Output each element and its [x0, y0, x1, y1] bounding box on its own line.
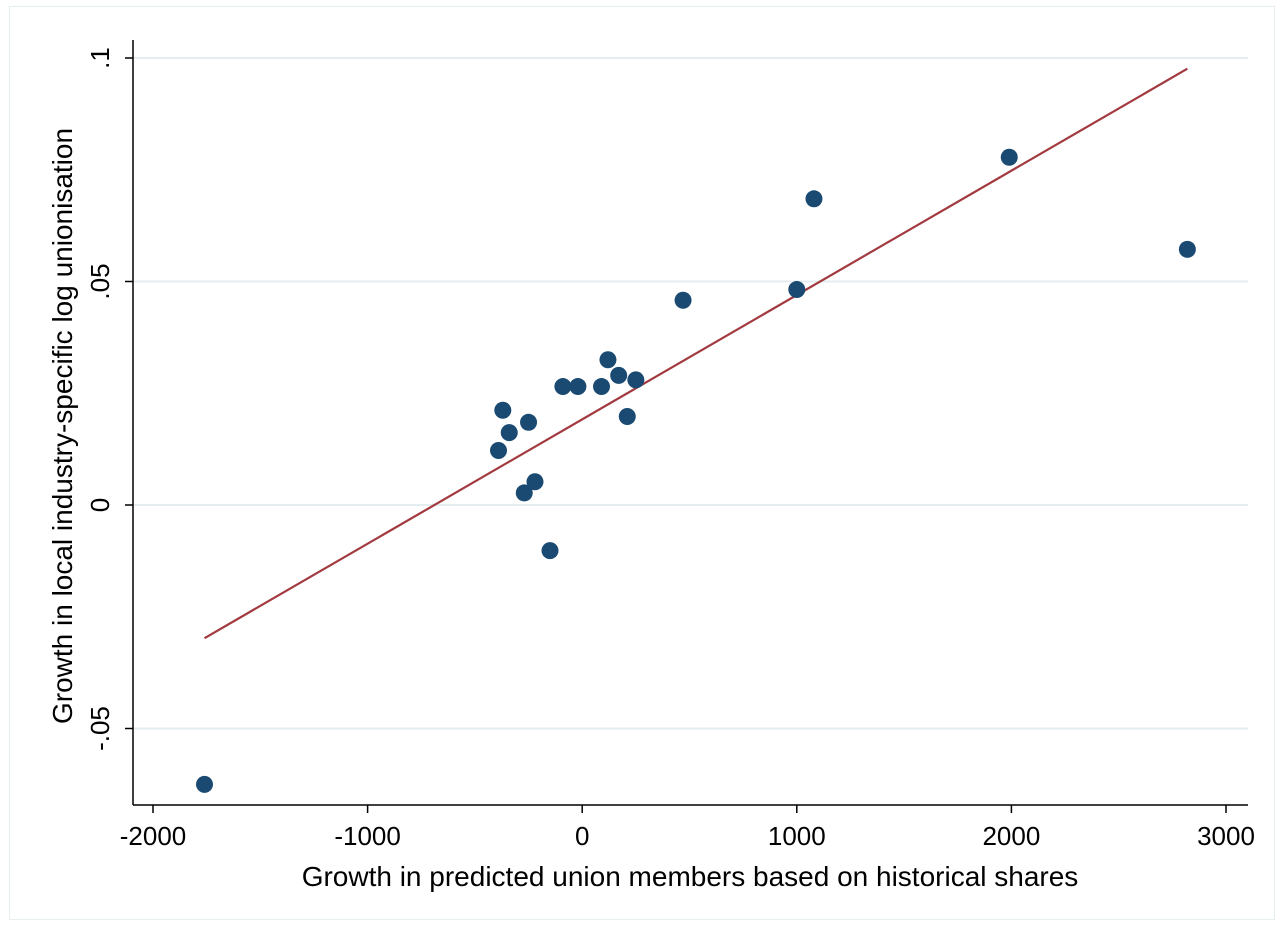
axes — [132, 40, 1248, 806]
y-tick-label: -.05 — [85, 706, 115, 751]
y-tick-label: .05 — [85, 263, 115, 299]
data-point — [1178, 240, 1196, 258]
points-layer — [196, 148, 1196, 793]
y-tick-label: 0 — [85, 498, 115, 512]
y-tick-label: .1 — [85, 47, 115, 69]
x-tick-label: -1000 — [334, 821, 401, 851]
x-tick-label: -2000 — [120, 821, 187, 851]
x-tick-label: 1000 — [768, 821, 826, 851]
data-point — [627, 371, 645, 389]
fit-line-layer — [203, 67, 1188, 640]
data-point — [196, 775, 214, 793]
grid-lines — [133, 57, 1248, 730]
data-point — [805, 190, 823, 208]
data-point — [520, 413, 538, 431]
axis-ticks: -.05 0 .05 .1 -2000 -1000 0 1000 2000 3000 — [85, 47, 1255, 851]
data-point — [593, 378, 611, 396]
fitted-line — [203, 67, 1188, 640]
data-point — [500, 424, 518, 442]
data-point — [618, 407, 636, 425]
data-point — [788, 281, 806, 299]
data-point — [1000, 148, 1018, 166]
data-point — [541, 542, 559, 560]
data-point — [569, 378, 587, 396]
y-axis-title: Growth in local industry-specific log un… — [47, 128, 78, 724]
data-point — [490, 441, 508, 459]
x-tick-label: 0 — [575, 821, 589, 851]
x-tick-label: 2000 — [982, 821, 1040, 851]
chart-frame — [9, 6, 1275, 920]
data-point — [526, 473, 544, 491]
x-axis-title: Growth in predicted union members based … — [302, 861, 1079, 892]
data-point — [515, 484, 533, 502]
x-tick-label: 3000 — [1197, 821, 1255, 851]
data-point — [599, 351, 617, 369]
data-point — [674, 291, 692, 309]
data-point — [494, 401, 512, 419]
data-point — [554, 378, 572, 396]
data-point — [610, 366, 628, 384]
